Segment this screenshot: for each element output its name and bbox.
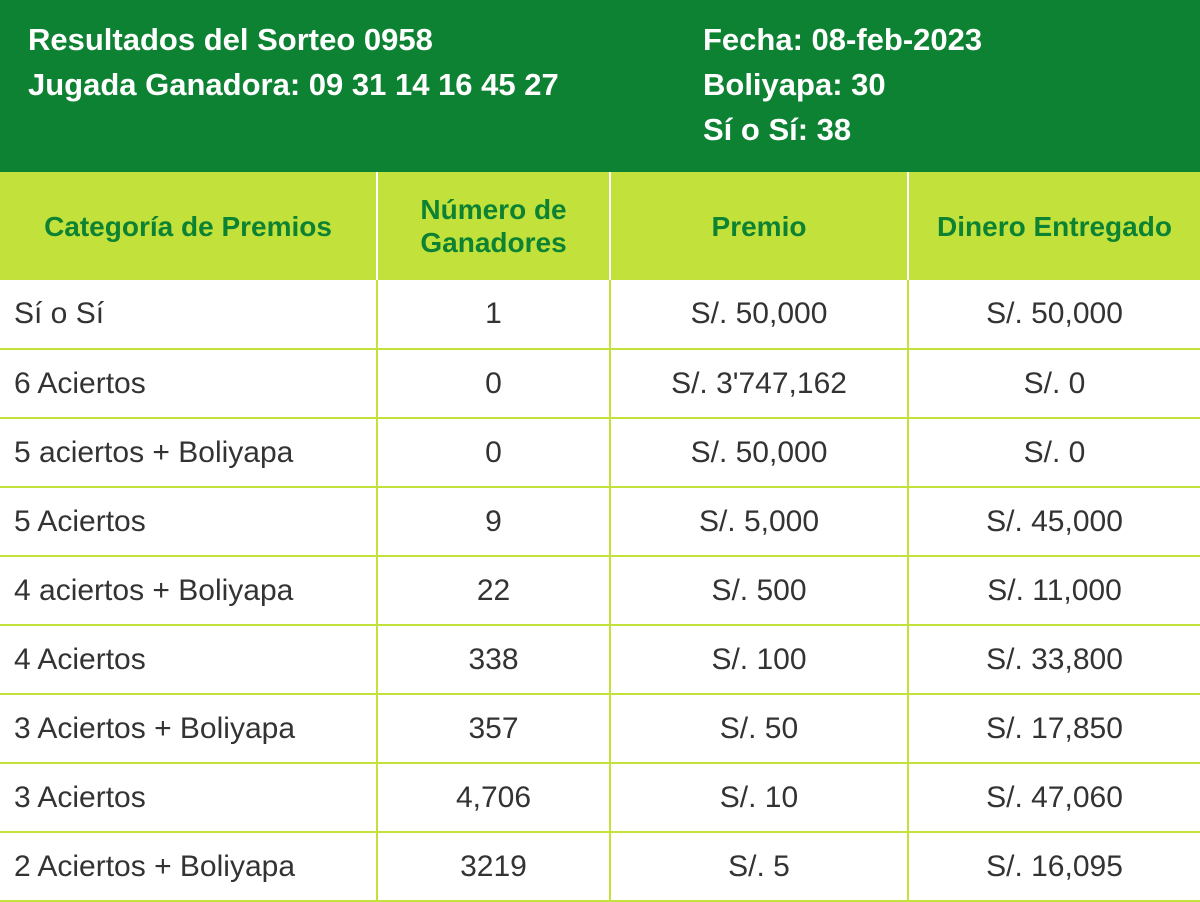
column-header-categoria: Categoría de Premios (0, 172, 378, 280)
table-row: 4 Aciertos 338 S/. 100 S/. 33,800 (0, 625, 1200, 695)
prize-table: Categoría de Premios Número de Ganadores… (0, 172, 1200, 902)
cell-premio: S/. 100 (610, 625, 909, 695)
cell-premio: S/. 5,000 (610, 487, 909, 557)
boliyapa-number: Boliyapa: 30 (703, 67, 886, 102)
cell-premio: S/. 10 (610, 763, 909, 833)
draw-date: Fecha: 08-feb-2023 (703, 22, 983, 57)
cell-ganadores: 0 (377, 418, 611, 488)
cell-premio: S/. 50,000 (610, 280, 909, 350)
cell-ganadores: 338 (377, 625, 611, 695)
cell-ganadores: 4,706 (377, 763, 611, 833)
cell-categoria: 4 aciertos + Boliyapa (0, 556, 378, 626)
prize-table-header-row: Categoría de Premios Número de Ganadores… (0, 172, 1200, 280)
table-row: Sí o Sí 1 S/. 50,000 S/. 50,000 (0, 280, 1200, 350)
cell-ganadores: 9 (377, 487, 611, 557)
cell-premio: S/. 3'747,162 (610, 349, 909, 419)
cell-ganadores: 357 (377, 694, 611, 764)
cell-categoria: Sí o Sí (0, 280, 378, 350)
cell-entregado: S/. 33,800 (908, 625, 1200, 695)
cell-premio: S/. 500 (610, 556, 909, 626)
sorteo-title: Resultados del Sorteo 0958 (28, 22, 433, 57)
column-header-premio: Premio (610, 172, 909, 280)
cell-ganadores: 22 (377, 556, 611, 626)
cell-entregado: S/. 50,000 (908, 280, 1200, 350)
table-row: 3 Aciertos + Boliyapa 357 S/. 50 S/. 17,… (0, 694, 1200, 764)
cell-premio: S/. 50 (610, 694, 909, 764)
table-row: 5 Aciertos 9 S/. 5,000 S/. 45,000 (0, 487, 1200, 557)
cell-entregado: S/. 47,060 (908, 763, 1200, 833)
cell-entregado: S/. 0 (908, 349, 1200, 419)
cell-entregado: S/. 17,850 (908, 694, 1200, 764)
cell-entregado: S/. 45,000 (908, 487, 1200, 557)
cell-categoria: 6 Aciertos (0, 349, 378, 419)
cell-ganadores: 1 (377, 280, 611, 350)
winning-numbers: Jugada Ganadora: 09 31 14 16 45 27 (28, 67, 559, 102)
cell-categoria: 3 Aciertos (0, 763, 378, 833)
cell-categoria: 2 Aciertos + Boliyapa (0, 832, 378, 902)
column-header-entregado: Dinero Entregado (908, 172, 1200, 280)
table-row: 6 Aciertos 0 S/. 3'747,162 S/. 0 (0, 349, 1200, 419)
table-row: 4 aciertos + Boliyapa 22 S/. 500 S/. 11,… (0, 556, 1200, 626)
results-header: Resultados del Sorteo 0958 Jugada Ganado… (0, 0, 1200, 172)
cell-entregado: S/. 0 (908, 418, 1200, 488)
si-o-si-number: Sí o Sí: 38 (703, 112, 852, 147)
table-row: 3 Aciertos 4,706 S/. 10 S/. 47,060 (0, 763, 1200, 833)
cell-entregado: S/. 11,000 (908, 556, 1200, 626)
cell-categoria: 5 Aciertos (0, 487, 378, 557)
cell-ganadores: 0 (377, 349, 611, 419)
table-row: 5 aciertos + Boliyapa 0 S/. 50,000 S/. 0 (0, 418, 1200, 488)
cell-premio: S/. 50,000 (610, 418, 909, 488)
cell-ganadores: 3219 (377, 832, 611, 902)
cell-categoria: 4 Aciertos (0, 625, 378, 695)
cell-categoria: 5 aciertos + Boliyapa (0, 418, 378, 488)
cell-categoria: 3 Aciertos + Boliyapa (0, 694, 378, 764)
column-header-ganadores: Número de Ganadores (377, 172, 611, 280)
